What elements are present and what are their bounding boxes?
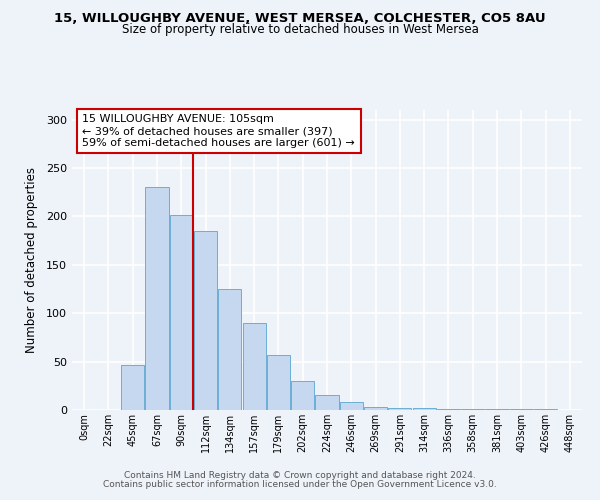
Bar — [510, 409, 533, 410]
Y-axis label: Number of detached properties: Number of detached properties — [25, 167, 38, 353]
Bar — [413, 408, 436, 410]
Text: Size of property relative to detached houses in West Mersea: Size of property relative to detached ho… — [122, 22, 478, 36]
Bar — [461, 409, 484, 410]
Bar — [316, 396, 338, 410]
Text: 15, WILLOUGHBY AVENUE, WEST MERSEA, COLCHESTER, CO5 8AU: 15, WILLOUGHBY AVENUE, WEST MERSEA, COLC… — [54, 12, 546, 26]
Bar — [437, 409, 460, 410]
Bar — [170, 214, 193, 410]
Bar — [194, 231, 217, 410]
Bar — [291, 381, 314, 410]
Bar — [364, 407, 387, 410]
Text: Contains HM Land Registry data © Crown copyright and database right 2024.: Contains HM Land Registry data © Crown c… — [124, 471, 476, 480]
Bar — [145, 188, 169, 410]
Bar — [121, 364, 144, 410]
Bar — [242, 323, 266, 410]
Bar — [534, 409, 557, 410]
Bar — [340, 402, 363, 410]
Bar — [218, 289, 241, 410]
Text: 15 WILLOUGHBY AVENUE: 105sqm
← 39% of detached houses are smaller (397)
59% of s: 15 WILLOUGHBY AVENUE: 105sqm ← 39% of de… — [82, 114, 355, 148]
Text: Contains public sector information licensed under the Open Government Licence v3: Contains public sector information licen… — [103, 480, 497, 489]
Bar — [267, 355, 290, 410]
Bar — [388, 408, 412, 410]
Bar — [485, 409, 509, 410]
